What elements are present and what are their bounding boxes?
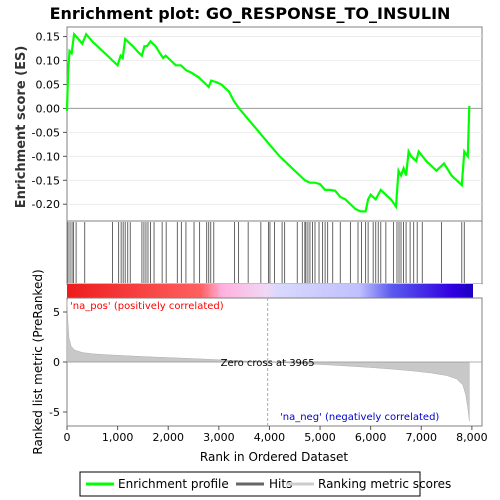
x-tick-label: 8,000 <box>456 431 488 444</box>
ranking-color-bar <box>67 284 473 298</box>
es-y-tick-label: 0.10 <box>36 55 61 68</box>
chart-title: Enrichment plot: GO_RESPONSE_TO_INSULIN <box>50 4 451 23</box>
x-tick-label: 1,000 <box>102 431 134 444</box>
rank-y-axis-label: Ranked list metric (PreRanked) <box>31 269 45 454</box>
rank-y-tick-label: 5 <box>53 306 60 319</box>
legend-label-ranking: Ranking metric scores <box>318 477 451 491</box>
es-plot-frame <box>67 27 482 221</box>
legend: Enrichment profile Hits Ranking metric s… <box>80 472 451 496</box>
x-tick-label: 2,000 <box>152 431 184 444</box>
legend-label-enrichment: Enrichment profile <box>118 477 229 491</box>
x-tick-label: 4,000 <box>254 431 286 444</box>
hits-panel <box>67 221 482 284</box>
color-bar-gap <box>473 284 482 298</box>
es-y-tick-label: 0.05 <box>36 78 61 91</box>
x-axis-label: Rank in Ordered Dataset <box>200 450 348 464</box>
es-y-tick-label: 0.00 <box>36 102 61 115</box>
rank-y-tick-label: 0 <box>53 356 60 369</box>
ranked-metric-panel: Zero cross at 3965 'na_pos' (positively … <box>31 269 488 464</box>
neg-correlated-label: 'na_neg' (negatively correlated) <box>280 412 439 423</box>
x-tick-label: 5,000 <box>304 431 336 444</box>
es-y-axis-label: Enrichment score (ES) <box>14 46 29 209</box>
rank-y-tick-label: -5 <box>49 406 60 419</box>
es-y-tick-label: -0.20 <box>32 198 60 211</box>
zero-cross-label: Zero cross at 3965 <box>221 358 315 369</box>
pos-correlated-label: 'na_pos' (positively correlated) <box>70 301 224 312</box>
es-y-tick-label: -0.10 <box>32 150 60 163</box>
es-panel: 0.15 0.10 0.05 0.00 -0.05 -0.10 -0.15 -0.20 Enr… <box>14 27 482 221</box>
x-tick-label: 0 <box>64 431 71 444</box>
es-y-tick-label: -0.05 <box>32 126 60 139</box>
es-y-tick-label: -0.15 <box>32 174 60 187</box>
x-tick-label: 7,000 <box>406 431 438 444</box>
x-tick-label: 6,000 <box>355 431 387 444</box>
es-y-tick-label: 0.15 <box>36 31 61 44</box>
x-tick-label: 3,000 <box>203 431 235 444</box>
